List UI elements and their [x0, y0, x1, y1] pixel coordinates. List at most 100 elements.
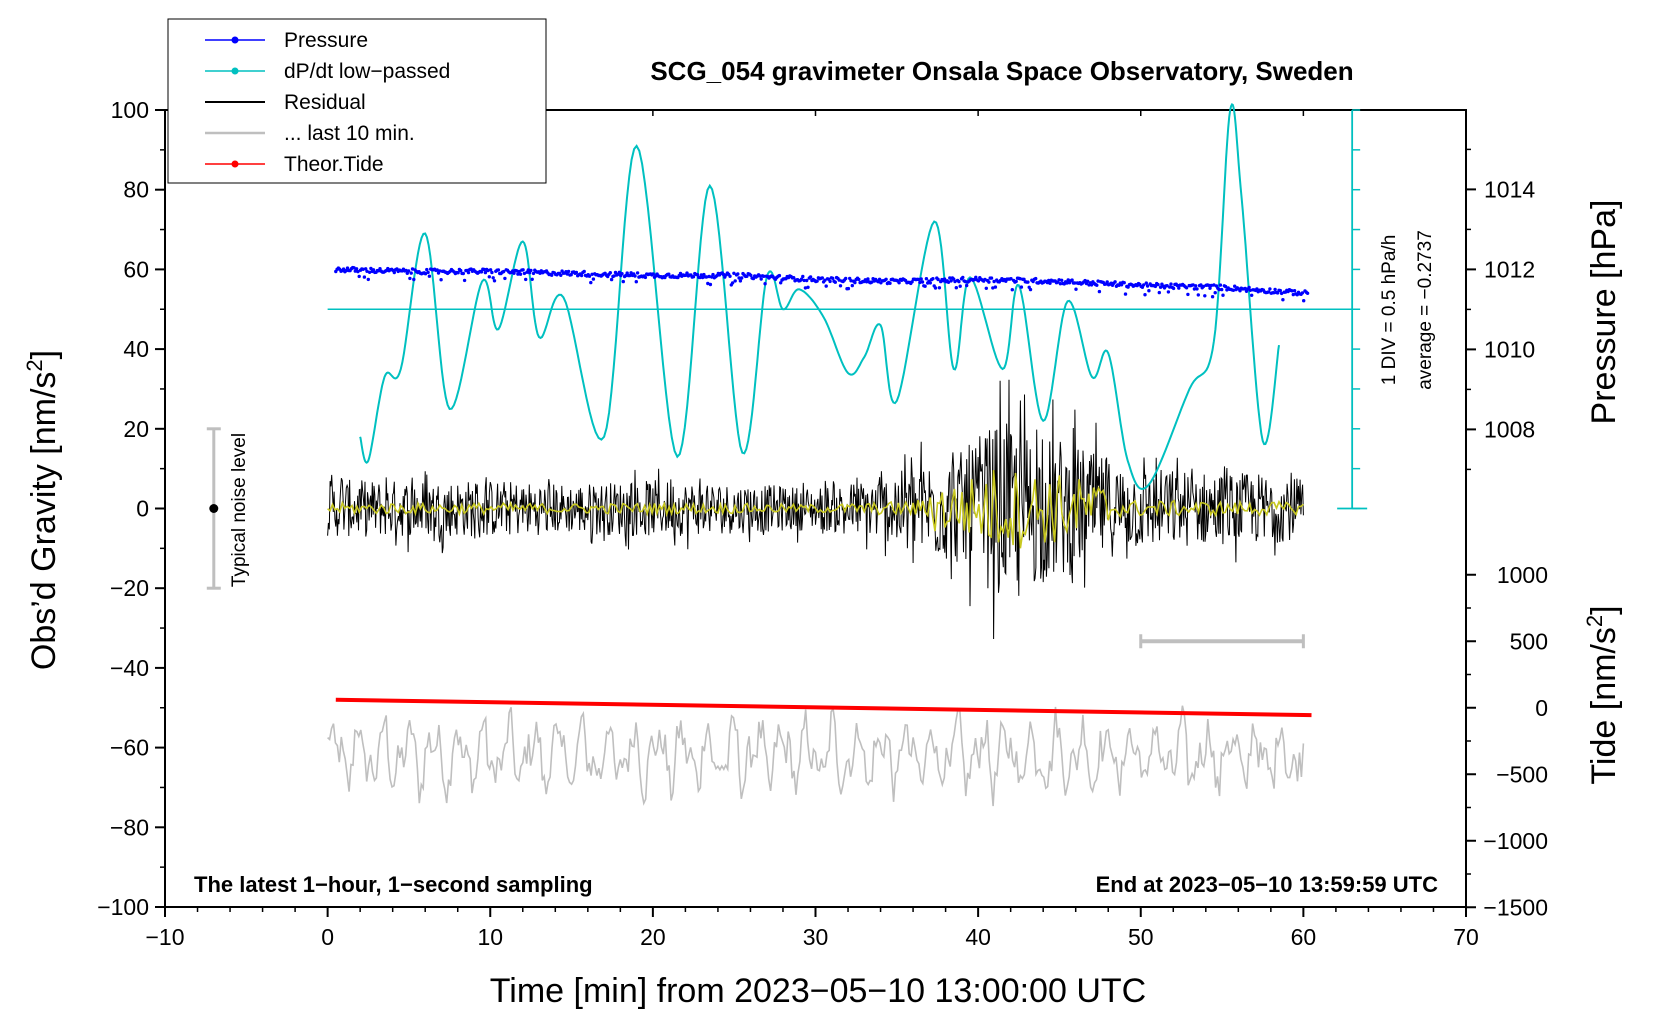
pressure-point: [550, 273, 554, 277]
x-axis-label: Time [min] from 2023−05−10 13:00:00 UTC: [490, 972, 1146, 1010]
pressure-point: [877, 277, 882, 281]
pressure-point: [1158, 285, 1163, 289]
pressure-point: [352, 266, 356, 270]
pressure-point: [490, 270, 494, 275]
pressure-point: [530, 277, 534, 281]
pressure-point: [574, 270, 579, 275]
pressure-point: [426, 270, 430, 275]
y-tick-label: 80: [123, 177, 149, 203]
pressure-point: [831, 276, 835, 280]
pressure-point: [1065, 281, 1069, 285]
pressure-point: [522, 271, 527, 276]
pressure-point: [698, 275, 702, 280]
pressure-point: [482, 267, 486, 272]
pressure-point: [808, 275, 813, 279]
legend-label: Pressure: [284, 29, 368, 52]
x-tick-label: 10: [477, 924, 503, 950]
pressure-point: [529, 268, 533, 273]
pressure-point: [853, 280, 857, 285]
pressure-point: [565, 272, 569, 276]
pressure-point: [954, 286, 958, 290]
pressure-point: [526, 268, 530, 272]
pressure-point: [738, 279, 743, 283]
pressure-point: [634, 280, 638, 284]
pressure-tick-label: 1010: [1484, 336, 1535, 362]
pressure-point: [937, 286, 942, 290]
pressure-point: [643, 275, 648, 280]
pressure-point: [984, 286, 988, 290]
tide-tick-label: 500: [1510, 628, 1548, 654]
pressure-point: [587, 274, 592, 278]
pressure-point: [1192, 287, 1197, 291]
pressure-point: [1243, 286, 1247, 291]
noise-label: Typical noise level: [229, 433, 250, 587]
pressure-point: [920, 280, 925, 284]
y-axis-left: −100 −80 −60 −40 −20 0 20 40 60 80 100: [97, 97, 165, 920]
pressure-point: [1281, 298, 1285, 302]
pressure-point: [838, 284, 843, 288]
pressure-point: [435, 268, 439, 272]
pressure-point: [1272, 291, 1276, 295]
pressure-point: [1209, 283, 1214, 288]
pressure-point: [805, 278, 809, 283]
pressure-point: [685, 271, 689, 275]
pressure-point: [1028, 287, 1033, 292]
pressure-point: [1250, 293, 1254, 297]
pressure-point: [357, 274, 361, 279]
pressure-point: [392, 270, 396, 275]
pressure-point: [517, 269, 521, 274]
legend-label: Theor.Tide: [284, 153, 384, 176]
pressure-point: [459, 268, 463, 273]
pressure-point: [833, 280, 837, 284]
pressure-point: [439, 278, 443, 282]
pressure-point: [844, 276, 848, 281]
pressure-point: [366, 277, 370, 282]
pressure-point: [462, 278, 467, 283]
pressure-point: [466, 270, 471, 275]
pressure-point: [737, 276, 741, 280]
pressure-point: [521, 268, 525, 272]
x-tick-label: 40: [965, 924, 991, 950]
pressure-point: [974, 275, 978, 279]
pressure-point: [777, 273, 782, 278]
pressure-point: [1123, 292, 1128, 296]
pressure-point: [1276, 291, 1280, 295]
noise-bar-center: [209, 504, 219, 513]
pressure-point: [1019, 285, 1024, 289]
pressure-point: [1105, 280, 1109, 284]
pressure-point: [802, 278, 806, 283]
pressure-point: [759, 277, 763, 281]
pressure-point: [341, 267, 346, 271]
pressure-point: [1218, 283, 1223, 287]
pressure-point: [1144, 281, 1149, 285]
pressure-point: [949, 279, 953, 283]
pressure-point: [1266, 290, 1271, 294]
pressure-point: [1268, 287, 1272, 291]
pressure-point: [1089, 283, 1094, 287]
residual-smoothed-line: [327, 470, 1304, 549]
y-tick-label: −20: [110, 575, 149, 601]
pressure-point: [461, 271, 465, 276]
pressure-point: [491, 276, 495, 280]
pressure-point: [354, 267, 359, 271]
pressure-point: [983, 277, 987, 282]
x-tick-label: 0: [321, 924, 334, 950]
pressure-point: [1156, 282, 1160, 287]
y-tick-label: 20: [123, 416, 149, 442]
pressure-point: [820, 276, 824, 280]
pressure-point: [1142, 283, 1146, 287]
pressure-point: [503, 276, 507, 281]
pressure-point: [651, 272, 655, 276]
pressure-point: [1122, 281, 1126, 285]
pressure-point: [695, 273, 700, 277]
pressure-point: [483, 270, 488, 275]
pressure-points: [334, 265, 1310, 303]
pressure-point: [1195, 287, 1199, 291]
pressure-point: [409, 271, 413, 275]
pressure-point: [1086, 279, 1090, 283]
y-tick-label: −40: [110, 655, 149, 681]
pressure-point: [559, 273, 563, 277]
legend-label: ... last 10 min.: [284, 122, 415, 145]
residual-line: [327, 379, 1304, 640]
pressure-point: [1302, 299, 1306, 303]
